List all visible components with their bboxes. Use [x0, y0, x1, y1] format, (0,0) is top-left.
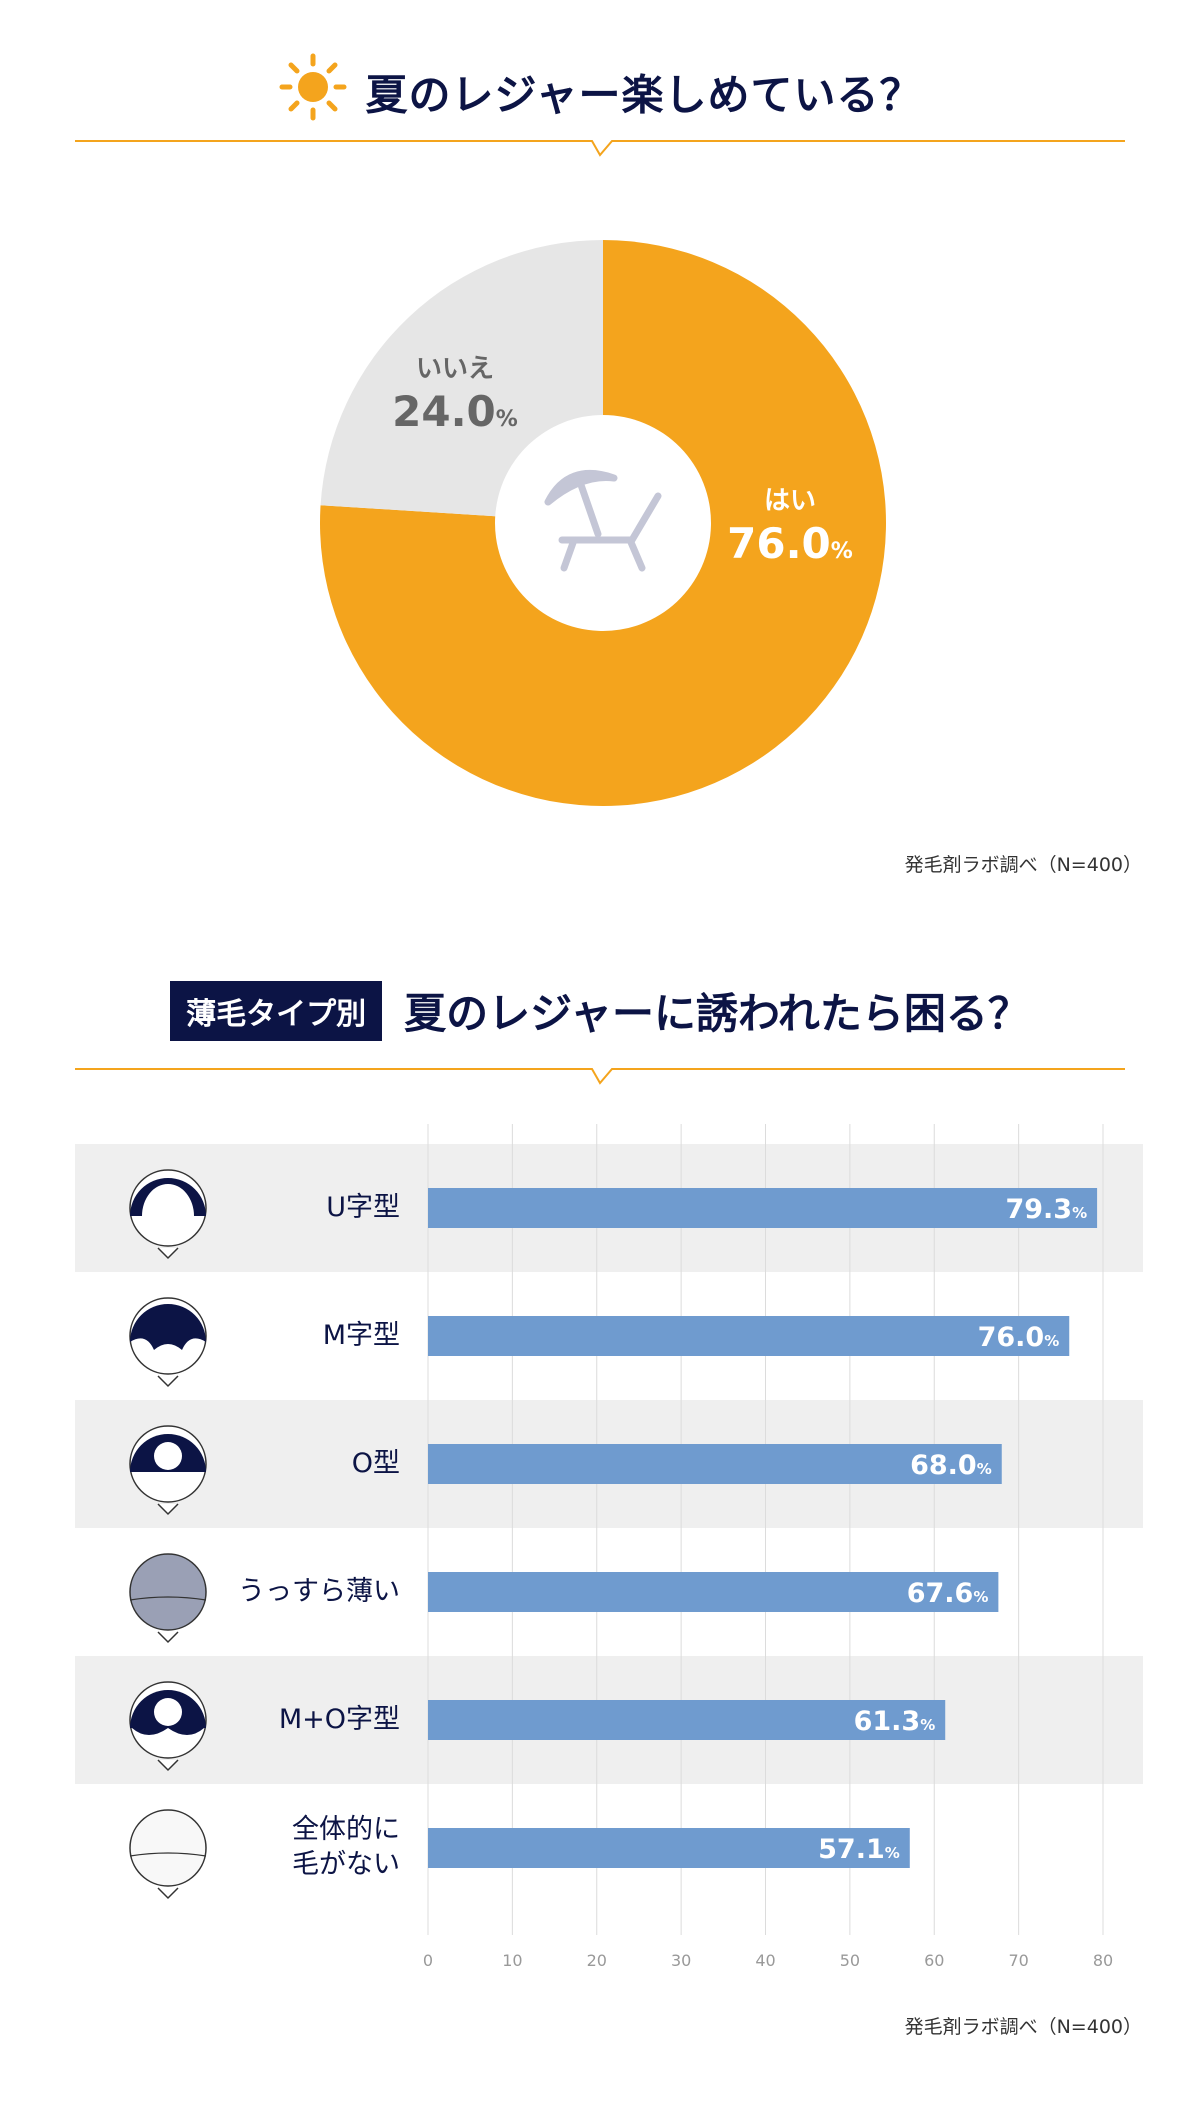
bar-chart: 0 10 20 30 40 50 60 70 8079.3%76.0%68.0%67.6%61.…	[75, 1124, 1143, 1970]
section1-divider	[75, 140, 1125, 157]
bar-2	[428, 1444, 1002, 1484]
section1-title: 夏のレジャー楽しめている？	[0, 52, 1200, 132]
hair-u-type-icon	[129, 1169, 207, 1260]
donut-chart	[320, 240, 886, 806]
pie-category-yes: はい	[763, 486, 816, 516]
pie-value-yes: 76.0	[727, 519, 831, 568]
hair-mo-type-icon	[129, 1681, 207, 1772]
bar-0	[428, 1188, 1098, 1228]
pie-slice-1	[320, 240, 603, 517]
tick-label-80: 80	[1093, 1951, 1113, 1970]
hair-none-icon	[129, 1809, 207, 1900]
tick-label-30: 30	[671, 1951, 691, 1970]
hair-m-type-icon	[129, 1297, 207, 1388]
beach-chair-umbrella-icon	[544, 469, 662, 572]
bar-5	[428, 1828, 910, 1868]
section2-title-text: 夏のレジャーに誘われたら困る？	[404, 989, 1030, 1038]
pie-label-no: いいえ 24.0%	[390, 348, 520, 436]
hair-o-type-icon	[129, 1425, 207, 1516]
bar-value-2: 68.0%	[910, 1450, 992, 1481]
bar-category-1: M字型	[322, 1320, 400, 1351]
bar-category-0: U字型	[326, 1192, 400, 1223]
tick-label-20: 20	[587, 1951, 607, 1970]
section1-source: 発毛剤ラボ調べ（N=400）	[904, 854, 1142, 876]
tick-label-10: 10	[502, 1951, 522, 1970]
bar-category-5: 全体的に 毛がない	[292, 1814, 400, 1881]
pie-category-no: いいえ	[415, 354, 494, 384]
bar-4	[428, 1700, 946, 1740]
section2-tag: 薄毛タイプ別	[170, 980, 383, 1041]
section2-divider	[75, 1068, 1125, 1085]
pie-value-no: 24.0	[392, 387, 496, 436]
pie-slice-0	[320, 240, 886, 806]
bar-1	[428, 1316, 1070, 1356]
tick-label-50: 50	[840, 1951, 860, 1970]
tick-label-70: 70	[1008, 1951, 1028, 1970]
tick-label-60: 60	[924, 1951, 944, 1970]
bar-category-3: うっすら薄い	[238, 1576, 400, 1607]
bar-category-2: O型	[351, 1448, 400, 1479]
section1-title-text: 夏のレジャー楽しめている？	[365, 70, 923, 120]
sun-icon	[278, 52, 348, 132]
bar-category-4: M+O字型	[278, 1704, 400, 1735]
bar-category-labels: U字型 M字型 O型うっすら薄い M+O字型全体的に 毛がない	[0, 1100, 1200, 1940]
bar-3	[428, 1572, 999, 1612]
tick-label-0: 0	[423, 1951, 433, 1970]
tick-label-40: 40	[755, 1951, 775, 1970]
hair-thin-icon	[129, 1553, 207, 1644]
section2-title: 薄毛タイプ別 夏のレジャーに誘われたら困る？	[0, 980, 1200, 1041]
pie-label-yes: はい 76.0%	[725, 480, 855, 568]
section2-source: 発毛剤ラボ調べ（N=400）	[904, 2016, 1142, 2038]
